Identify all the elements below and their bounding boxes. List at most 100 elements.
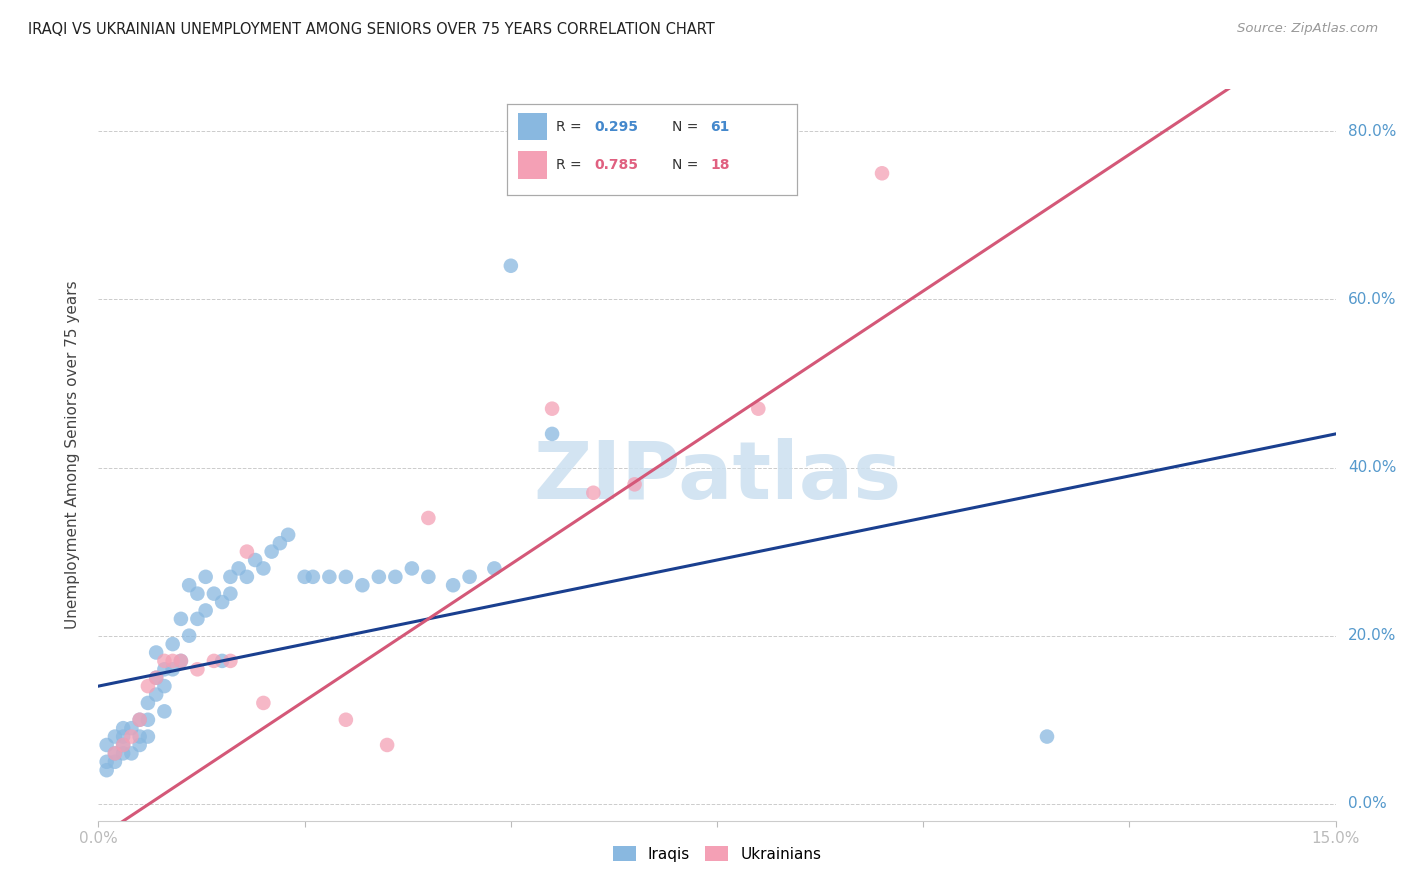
Point: [318, 570, 340, 584]
Point: [153, 654, 176, 668]
Point: [541, 426, 564, 441]
Point: [870, 166, 893, 180]
Point: [104, 747, 127, 761]
Point: [179, 578, 201, 592]
Point: [202, 654, 225, 668]
Point: [211, 654, 233, 668]
Bar: [519, 152, 547, 178]
Point: [136, 730, 159, 744]
Point: [441, 578, 464, 592]
Point: [352, 578, 374, 592]
Point: [120, 747, 142, 761]
Point: [153, 662, 176, 676]
Point: [153, 704, 176, 718]
Point: [104, 730, 127, 744]
Point: [170, 654, 193, 668]
Point: [112, 730, 135, 744]
Point: [302, 570, 325, 584]
Text: 40.0%: 40.0%: [1348, 460, 1396, 475]
Text: 0.295: 0.295: [593, 120, 638, 134]
Point: [136, 713, 159, 727]
Y-axis label: Unemployment Among Seniors over 75 years: Unemployment Among Seniors over 75 years: [65, 281, 80, 629]
Text: 18: 18: [710, 158, 730, 172]
Point: [179, 629, 201, 643]
Point: [252, 561, 274, 575]
Text: 0.785: 0.785: [593, 158, 638, 172]
Point: [120, 721, 142, 735]
Text: 60.0%: 60.0%: [1348, 292, 1396, 307]
Point: [112, 738, 135, 752]
Point: [367, 570, 389, 584]
Point: [499, 259, 522, 273]
Point: [120, 730, 142, 744]
Point: [260, 544, 283, 558]
Point: [747, 401, 769, 416]
Point: [194, 603, 217, 617]
Point: [145, 671, 167, 685]
Point: [384, 570, 406, 584]
Point: [170, 654, 193, 668]
Point: [277, 528, 299, 542]
Point: [162, 662, 184, 676]
Point: [162, 637, 184, 651]
Point: [145, 688, 167, 702]
Point: [219, 654, 242, 668]
Point: [128, 738, 150, 752]
Point: [219, 587, 242, 601]
Point: [96, 755, 118, 769]
Text: N =: N =: [672, 158, 703, 172]
Point: [96, 738, 118, 752]
Point: [418, 570, 440, 584]
Point: [1036, 730, 1059, 744]
Point: [211, 595, 233, 609]
Text: 80.0%: 80.0%: [1348, 124, 1396, 139]
Point: [236, 544, 259, 558]
Point: [623, 477, 645, 491]
Point: [145, 671, 167, 685]
Text: 20.0%: 20.0%: [1348, 628, 1396, 643]
Point: [96, 763, 118, 777]
Point: [128, 713, 150, 727]
Point: [418, 511, 440, 525]
Text: IRAQI VS UKRAINIAN UNEMPLOYMENT AMONG SENIORS OVER 75 YEARS CORRELATION CHART: IRAQI VS UKRAINIAN UNEMPLOYMENT AMONG SE…: [28, 22, 714, 37]
Point: [136, 696, 159, 710]
Legend: Iraqis, Ukrainians: Iraqis, Ukrainians: [606, 839, 828, 868]
Point: [375, 738, 398, 752]
Point: [104, 755, 127, 769]
Point: [136, 679, 159, 693]
Point: [128, 730, 150, 744]
Point: [153, 679, 176, 693]
Point: [401, 561, 423, 575]
Point: [294, 570, 316, 584]
Point: [236, 570, 259, 584]
Point: [112, 747, 135, 761]
Point: [186, 612, 208, 626]
Bar: [519, 113, 547, 140]
Point: [112, 738, 135, 752]
Point: [170, 612, 193, 626]
Point: [252, 696, 274, 710]
Text: 61: 61: [710, 120, 730, 134]
Point: [112, 721, 135, 735]
Point: [219, 570, 242, 584]
Point: [186, 662, 208, 676]
Point: [269, 536, 291, 550]
Text: 0.0%: 0.0%: [1348, 797, 1386, 812]
Point: [202, 587, 225, 601]
Point: [145, 645, 167, 659]
Point: [335, 570, 357, 584]
Text: N =: N =: [672, 120, 703, 134]
Point: [582, 485, 605, 500]
Point: [243, 553, 266, 567]
Point: [458, 570, 481, 584]
Text: R =: R =: [557, 158, 586, 172]
Point: [128, 713, 150, 727]
Text: ZIPatlas: ZIPatlas: [533, 438, 901, 516]
Point: [162, 654, 184, 668]
Text: Source: ZipAtlas.com: Source: ZipAtlas.com: [1237, 22, 1378, 36]
Point: [228, 561, 250, 575]
Point: [541, 401, 564, 416]
Point: [104, 747, 127, 761]
Point: [484, 561, 506, 575]
Point: [186, 587, 208, 601]
